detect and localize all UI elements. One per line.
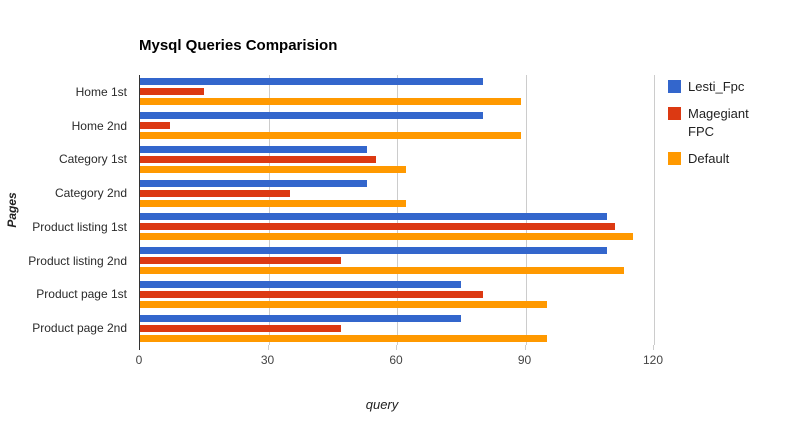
y-axis-label: Product page 1st <box>36 287 127 302</box>
bar-default[interactable] <box>140 165 406 173</box>
bar-magegiant-fpc[interactable] <box>140 155 376 163</box>
legend-swatch-icon <box>668 107 681 120</box>
y-axis-label: Product listing 1st <box>32 219 127 234</box>
bar-magegiant-fpc[interactable] <box>140 223 616 231</box>
bar-default[interactable] <box>140 98 522 106</box>
bar-magegiant-fpc[interactable] <box>140 122 170 130</box>
legend-label: Default <box>688 151 730 166</box>
bar-default[interactable] <box>140 334 547 342</box>
bar-lesti_fpc[interactable] <box>140 78 483 86</box>
bar-group-product-listing-2nd <box>140 244 654 278</box>
legend-label: Lesti_Fpc <box>688 79 745 94</box>
bar-group-product-listing-1st <box>140 210 654 244</box>
bar-default[interactable] <box>140 267 625 275</box>
bar-group-product-page-1st <box>140 278 654 312</box>
x-axis-tick-label: 0 <box>135 353 143 367</box>
y-axis-label: Product listing 2nd <box>28 253 127 268</box>
tick-mark <box>139 345 140 350</box>
bar-lesti_fpc[interactable] <box>140 179 368 187</box>
plot-area <box>139 75 655 345</box>
gridline-60 <box>397 75 398 345</box>
x-axis-tick-label: 60 <box>389 353 403 367</box>
x-axis-title: query <box>365 397 399 412</box>
tick-mark <box>267 345 269 350</box>
bar-magegiant-fpc[interactable] <box>140 88 205 96</box>
bar-magegiant-fpc[interactable] <box>140 324 342 332</box>
bar-lesti_fpc[interactable] <box>140 145 368 153</box>
legend: Lesti_Fpc Magegiant FPC Default <box>668 78 780 168</box>
y-axis-label: Category 1st <box>58 152 127 167</box>
bar-default[interactable] <box>140 132 522 140</box>
legend-swatch-icon <box>668 80 681 93</box>
y-axis-label: Home 2nd <box>71 118 127 133</box>
bar-group-category-2nd <box>140 176 654 210</box>
bar-group-product-page-2nd <box>140 311 654 345</box>
legend-item-lesti_fpc: Lesti_Fpc <box>668 78 780 96</box>
chart-title: Mysql Queries Comparision <box>139 37 338 54</box>
x-axis-tick-label: 30 <box>260 353 275 367</box>
legend-item-magegiant-fpc: Magegiant FPC <box>668 105 780 141</box>
bar-default[interactable] <box>140 233 633 241</box>
bar-group-category-1st <box>140 143 654 177</box>
bar-lesti_fpc[interactable] <box>140 112 483 120</box>
x-axis-tick-label: 90 <box>517 353 532 367</box>
tick-marks <box>139 345 654 351</box>
bar-lesti_fpc[interactable] <box>140 280 462 288</box>
gridline-90 <box>525 75 527 345</box>
y-axis-label: Home 1st <box>75 84 127 99</box>
bar-lesti_fpc[interactable] <box>140 247 607 255</box>
bar-magegiant-fpc[interactable] <box>140 189 290 197</box>
bar-magegiant-fpc[interactable] <box>140 257 342 265</box>
bar-groups <box>140 75 654 345</box>
legend-item-default: Default <box>668 150 780 168</box>
legend-swatch-icon <box>668 152 681 165</box>
bar-group-home-2nd <box>140 109 654 143</box>
bar-default[interactable] <box>140 300 547 308</box>
gridline-30 <box>268 75 270 345</box>
x-axis-ticks: 0 30 60 90 120 <box>135 353 663 369</box>
tick-mark <box>524 345 526 350</box>
bar-group-home-1st <box>140 75 654 109</box>
bar-magegiant-fpc[interactable] <box>140 290 483 298</box>
bar-default[interactable] <box>140 199 406 207</box>
bar-lesti_fpc[interactable] <box>140 314 462 322</box>
y-axis-labels: Home 1st Home 2nd Category 1st Category 2nd… <box>0 75 133 345</box>
x-axis-tick-label: 120 <box>642 353 664 367</box>
gridline-120 <box>654 75 655 345</box>
tick-mark <box>653 345 654 350</box>
y-axis-title: Pages <box>5 192 19 228</box>
y-axis-label: Product page 2nd <box>32 321 127 336</box>
y-axis-label: Category 2nd <box>54 186 127 201</box>
bar-lesti_fpc[interactable] <box>140 213 607 221</box>
legend-label: Magegiant FPC <box>688 106 749 139</box>
tick-mark <box>396 345 397 350</box>
gridlines <box>140 75 655 345</box>
